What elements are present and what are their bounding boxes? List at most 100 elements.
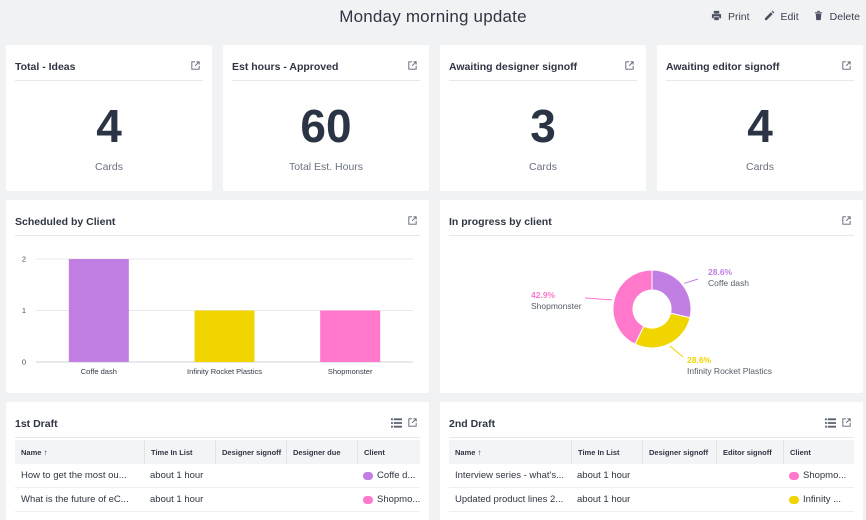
- label-leader-line: [683, 278, 699, 284]
- x-tick-label: Coffe dash: [81, 367, 117, 376]
- card-header: Awaiting editor signoff: [666, 45, 854, 81]
- slice-percent-label: 28.6%: [708, 267, 733, 277]
- cell-designer-signoff: [215, 488, 286, 511]
- cell-time: about 1 hour: [577, 494, 631, 505]
- delete-label: Delete: [829, 11, 860, 23]
- printer-icon: [711, 10, 722, 24]
- cell-client: Coffe d...: [357, 464, 420, 487]
- card-title: Awaiting editor signoff: [666, 61, 780, 73]
- column-designer-due[interactable]: Designer due: [286, 440, 357, 464]
- trash-icon: [813, 10, 824, 24]
- y-tick-label: 1: [22, 306, 26, 315]
- cell-time: about 1 hour: [150, 494, 204, 505]
- card-title: Est hours - Approved: [232, 61, 339, 73]
- first-draft-card: 1st Draft Name ↑ Time In List Designer si…: [6, 402, 429, 520]
- list-view-icon[interactable]: [825, 418, 836, 428]
- cell-designer-due: [286, 488, 357, 511]
- stat-value: 60: [300, 100, 352, 152]
- external-link-icon[interactable]: [841, 417, 852, 428]
- column-name[interactable]: Name ↑: [455, 447, 482, 457]
- print-button[interactable]: Print: [711, 10, 750, 24]
- card-header: Awaiting designer signoff: [449, 45, 637, 81]
- cell-designer-signoff: [215, 464, 286, 487]
- card-header: In progress by client: [449, 200, 854, 236]
- second-draft-table: Name ↑ Time In List Designer signoff Edit…: [449, 440, 854, 512]
- edit-button[interactable]: Edit: [764, 10, 799, 24]
- external-link-icon[interactable]: [407, 215, 418, 226]
- cell-designer-signoff: [642, 464, 716, 487]
- external-link-icon[interactable]: [624, 60, 635, 71]
- table-header: Name ↑ Time In List Designer signoff Desi…: [15, 440, 420, 464]
- dashboard-header: Monday morning update Print Edit Delete: [0, 0, 866, 40]
- external-link-icon[interactable]: [190, 60, 201, 71]
- table-row[interactable]: Updated product lines 2... about 1 hour …: [449, 488, 854, 512]
- card-header: 1st Draft: [15, 402, 420, 438]
- cell-editor-signoff: [716, 488, 783, 511]
- cell-editor-signoff: [716, 464, 783, 487]
- y-tick-label: 0: [22, 358, 26, 367]
- column-designer-signoff[interactable]: Designer signoff: [215, 440, 286, 464]
- table-row[interactable]: How to get the most ou... about 1 hour C…: [15, 464, 420, 488]
- in-progress-by-client-card: In progress by client 28.6% Coffe dash 28.…: [440, 200, 863, 393]
- bar-chart: 0 1 2 Coffe dash Infinity Rocket Plastics Sho…: [22, 255, 413, 376]
- column-designer-signoff[interactable]: Designer signoff: [642, 440, 716, 464]
- cell-time: about 1 hour: [150, 470, 204, 481]
- bar[interactable]: [194, 310, 255, 363]
- card-title: 2nd Draft: [449, 418, 496, 430]
- donut-slice[interactable]: [612, 269, 653, 345]
- first-draft-table: Name ↑ Time In List Designer signoff Desi…: [15, 440, 420, 512]
- cell-name: What is the future of eC...: [21, 494, 129, 505]
- page-title: Monday morning update: [339, 7, 527, 26]
- column-client[interactable]: Client: [783, 440, 854, 464]
- list-view-icon[interactable]: [391, 418, 402, 428]
- stat-caption: Total Est. Hours: [288, 161, 364, 173]
- print-label: Print: [727, 11, 750, 23]
- card-header: 2nd Draft: [449, 402, 854, 438]
- column-client[interactable]: Client: [357, 440, 420, 464]
- bar[interactable]: [68, 259, 129, 362]
- second-draft-card: 2nd Draft Name ↑ Time In List Designer si…: [440, 402, 863, 520]
- card-header: Total - Ideas: [15, 45, 203, 81]
- table-row[interactable]: Interview series - what's... about 1 hou…: [449, 464, 854, 488]
- external-link-icon[interactable]: [407, 60, 418, 71]
- x-tick-label: Shopmonster: [328, 367, 373, 376]
- client-color-dot: [363, 495, 373, 504]
- donut-slice[interactable]: [634, 312, 691, 349]
- cell-time: about 1 hour: [577, 470, 631, 481]
- card-title: Awaiting designer signoff: [449, 61, 578, 73]
- slice-percent-label: 42.9%: [531, 290, 556, 300]
- card-header: Est hours - Approved: [232, 45, 420, 81]
- cell-designer-signoff: [642, 488, 716, 511]
- stat-caption: Cards: [745, 161, 774, 173]
- donut-slice[interactable]: [651, 269, 692, 319]
- label-leader-line: [669, 345, 684, 358]
- stat-value: 4: [96, 100, 122, 152]
- column-editor-signoff[interactable]: Editor signoff: [716, 440, 783, 464]
- card-header: Scheduled by Client: [15, 200, 420, 236]
- card-title: Scheduled by Client: [15, 216, 116, 228]
- column-time-in-list[interactable]: Time In List: [571, 440, 642, 464]
- external-link-icon[interactable]: [841, 60, 852, 71]
- column-name[interactable]: Name ↑: [21, 447, 48, 457]
- external-link-icon[interactable]: [841, 215, 852, 226]
- stat-value: 3: [530, 100, 556, 152]
- stat-value: 4: [747, 100, 773, 152]
- client-color-dot: [789, 495, 799, 504]
- client-color-dot: [363, 471, 373, 480]
- x-tick-label: Infinity Rocket Plastics: [187, 367, 262, 376]
- cell-client: Infinity ...: [783, 488, 854, 511]
- delete-button[interactable]: Delete: [813, 10, 860, 24]
- table-row[interactable]: What is the future of eC... about 1 hour…: [15, 488, 420, 512]
- table-header: Name ↑ Time In List Designer signoff Edit…: [449, 440, 854, 464]
- column-time-in-list[interactable]: Time In List: [144, 440, 215, 464]
- cell-client: Shopmo...: [357, 488, 420, 511]
- bar[interactable]: [320, 310, 381, 363]
- sort-arrow-up-icon: ↑: [43, 447, 48, 457]
- external-link-icon[interactable]: [407, 417, 418, 428]
- cell-name: Interview series - what's...: [455, 470, 564, 481]
- pencil-icon: [764, 10, 775, 24]
- sort-arrow-up-icon: ↑: [477, 447, 482, 457]
- slice-percent-label: 28.6%: [687, 355, 712, 365]
- cell-designer-due: [286, 464, 357, 487]
- toolbar: Print Edit Delete: [711, 10, 860, 24]
